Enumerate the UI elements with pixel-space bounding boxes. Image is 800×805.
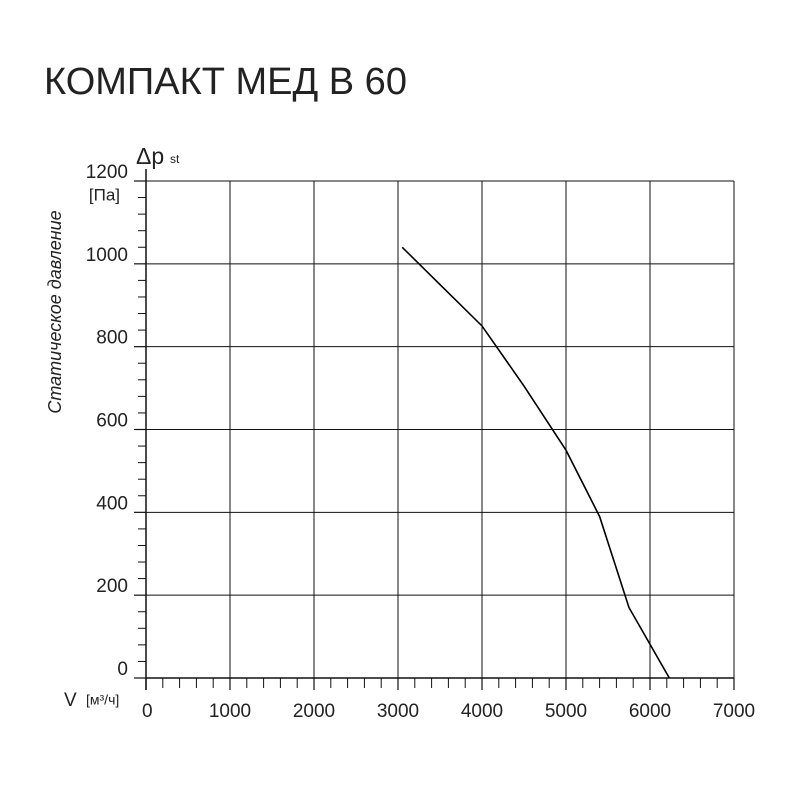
y-tick-label: 1200 xyxy=(86,162,128,183)
y-axis-label: Статическое давление xyxy=(45,210,65,413)
x-tick-label: 0 xyxy=(142,701,153,722)
y-tick-label: 0 xyxy=(117,659,128,680)
curve xyxy=(401,246,671,679)
y-tick-label: 200 xyxy=(96,576,128,597)
x-unit: [м³/ч] xyxy=(86,692,119,708)
y-symbol: Δp xyxy=(136,143,164,169)
x-tick-label: 5000 xyxy=(545,701,587,722)
y-tick-label: 400 xyxy=(96,493,128,514)
x-tick-label: 6000 xyxy=(629,701,671,722)
y-tick-label: 600 xyxy=(96,411,128,432)
y-symbol-sub: st xyxy=(170,152,180,166)
chart-title: КОМПАКТ МЕД В 60 xyxy=(44,61,407,103)
x-tick-label: 3000 xyxy=(377,701,419,722)
y-tick-label: 800 xyxy=(96,328,128,349)
x-tick-label: 7000 xyxy=(713,701,755,722)
x-tick-label: 4000 xyxy=(461,701,503,722)
x-axis-label: V xyxy=(64,690,77,711)
y-unit: [Па] xyxy=(89,185,120,204)
x-tick-label: 2000 xyxy=(293,701,335,722)
x-tick-label: 1000 xyxy=(209,701,251,722)
y-tick-label: 1000 xyxy=(86,245,128,266)
